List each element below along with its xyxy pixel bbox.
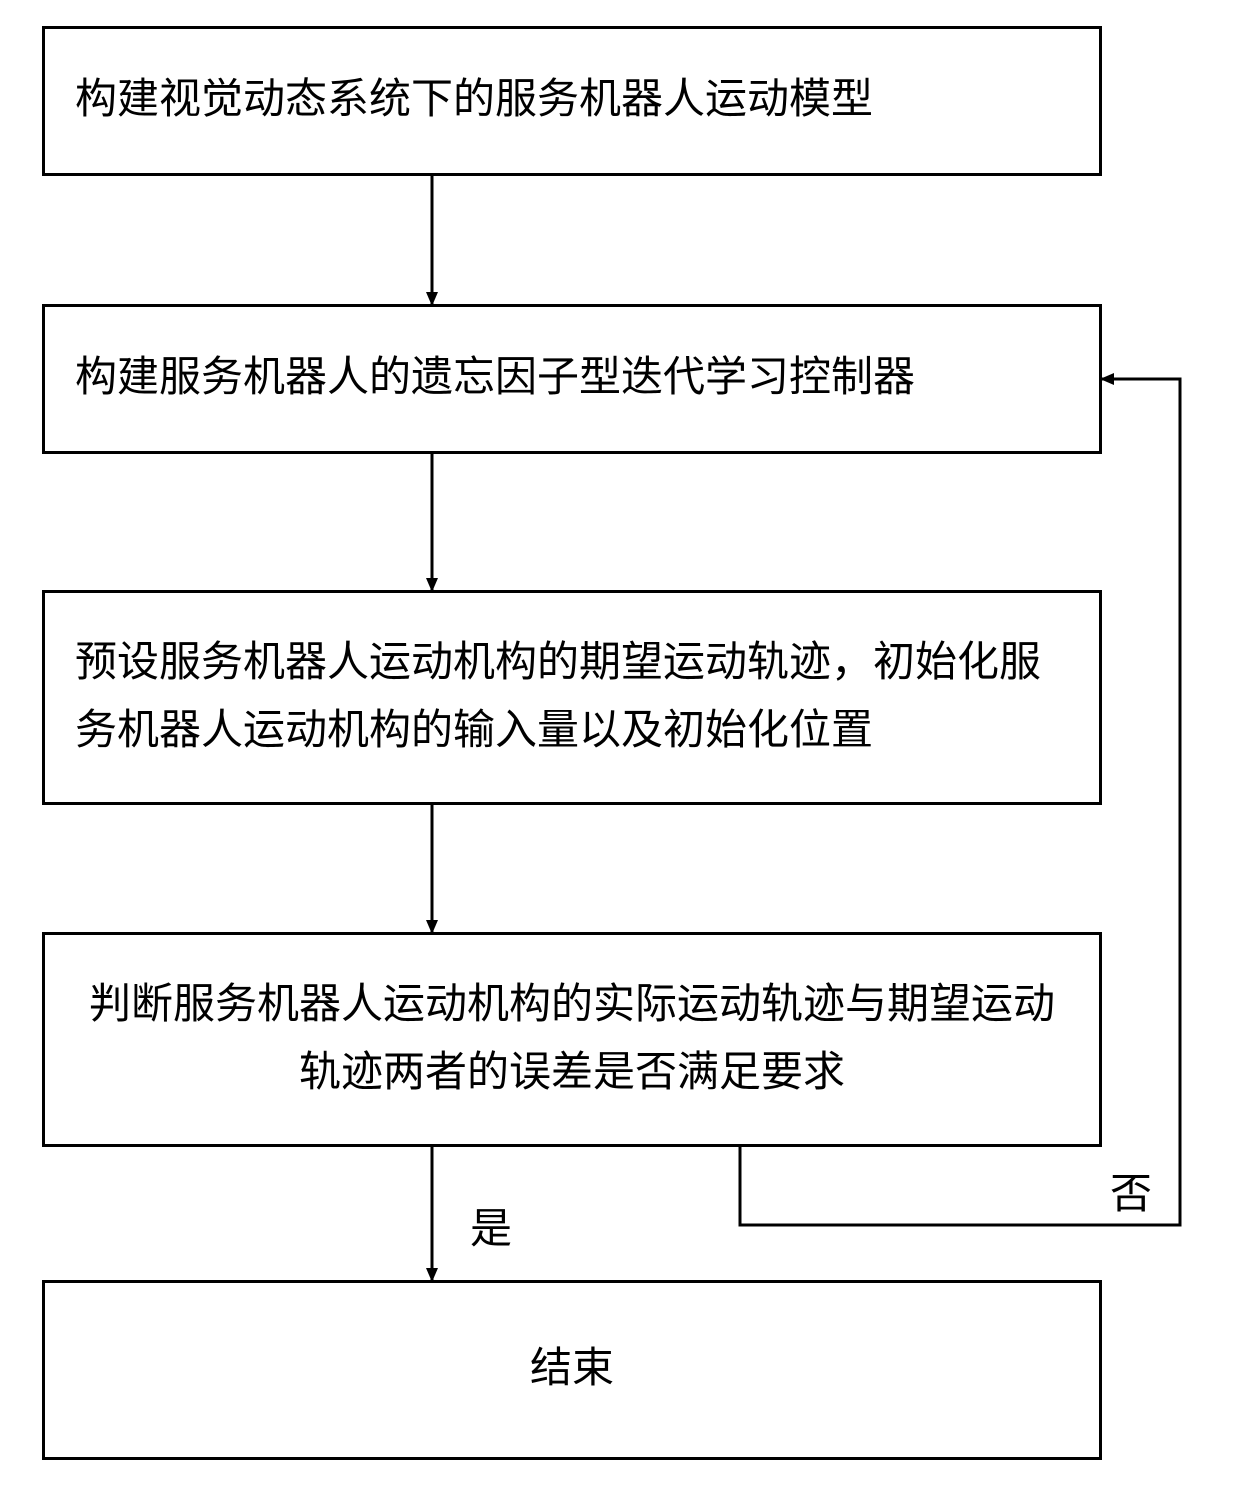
label-no: 否 [1110, 1160, 1152, 1221]
node-text: 判断服务机器人运动机构的实际运动轨迹与期望运动轨迹两者的误差是否满足要求 [75, 972, 1069, 1106]
node-text: 构建服务机器人的遗忘因子型迭代学习控制器 [75, 345, 915, 412]
node-build-controller: 构建服务机器人的遗忘因子型迭代学习控制器 [42, 304, 1102, 454]
label-yes: 是 [470, 1195, 512, 1256]
flowchart-canvas: 构建视觉动态系统下的服务机器人运动模型 构建服务机器人的遗忘因子型迭代学习控制器… [0, 0, 1240, 1499]
node-text: 结束 [530, 1336, 614, 1403]
node-end: 结束 [42, 1280, 1102, 1460]
node-judge-error: 判断服务机器人运动机构的实际运动轨迹与期望运动轨迹两者的误差是否满足要求 [42, 932, 1102, 1147]
node-build-motion-model: 构建视觉动态系统下的服务机器人运动模型 [42, 26, 1102, 176]
node-text: 构建视觉动态系统下的服务机器人运动模型 [75, 67, 873, 134]
node-text: 预设服务机器人运动机构的期望运动轨迹，初始化服务机器人运动机构的输入量以及初始化… [75, 630, 1069, 764]
node-preset-trajectory: 预设服务机器人运动机构的期望运动轨迹，初始化服务机器人运动机构的输入量以及初始化… [42, 590, 1102, 805]
